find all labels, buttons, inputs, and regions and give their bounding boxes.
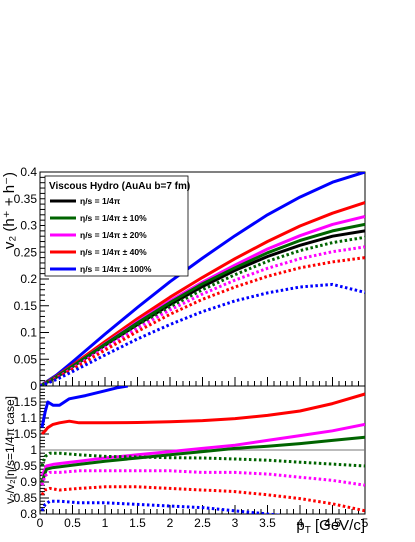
y-tick-label: 1.05 bbox=[14, 427, 38, 441]
legend-entries: η/s = 1/4π η/s = 1/4π ± 10% η/s = 1/4π ± 2… bbox=[50, 196, 152, 274]
series-line bbox=[40, 256, 365, 386]
y-tick-label: 0.1 bbox=[20, 326, 37, 340]
y-tick-label: 0.85 bbox=[14, 491, 38, 505]
y-tick-label: 1.15 bbox=[14, 395, 38, 409]
legend-label: η/s = 1/4π bbox=[80, 196, 121, 206]
bottom-ticks: 0 0.5 1 1.5 2 2.5 3 3.5 4 4.5 5 0.8 0.85 0.9 0.95 1 1.05… bbox=[14, 385, 369, 530]
series-line bbox=[40, 422, 365, 477]
series-line bbox=[40, 435, 365, 483]
top-y-axis-title: v₂ (h⁺ + h⁻) bbox=[1, 172, 18, 249]
series-line bbox=[40, 485, 365, 513]
bottom-series bbox=[40, 386, 365, 514]
top-panel: 0 0.05 0.1 0.15 0.2 0.25 0.3 0.35 0.4 v₂ (h⁺ + h… bbox=[1, 165, 366, 393]
y-tick-label: 0.25 bbox=[14, 245, 38, 259]
y-tick-label: 0.3 bbox=[20, 219, 37, 233]
y-tick-label: 0.9 bbox=[20, 475, 37, 489]
legend: Viscous Hydro (AuAu b=7 fm) η/s = 1/4πη/… bbox=[44, 175, 190, 277]
series-line bbox=[40, 499, 283, 514]
x-tick-label: 1.5 bbox=[129, 516, 146, 530]
top-ticks: 0 0.05 0.1 0.15 0.2 0.25 0.3 0.35 0.4 bbox=[14, 165, 366, 393]
legend-box bbox=[44, 175, 189, 277]
bottom-y-axis-title: v₂/v₂[η/s=1/4π case] bbox=[3, 396, 17, 504]
series-line bbox=[40, 282, 365, 386]
series-line bbox=[40, 222, 365, 386]
series-line bbox=[40, 392, 365, 436]
y-tick-label: 1 bbox=[30, 443, 37, 457]
y-tick-label: 0.05 bbox=[14, 352, 38, 366]
x-tick-label: 3 bbox=[232, 516, 239, 530]
series-line bbox=[40, 469, 365, 487]
y-tick-label: 0.95 bbox=[14, 459, 38, 473]
legend-label: η/s = 1/4π ± 10% bbox=[80, 213, 147, 223]
legend-label: η/s = 1/4π ± 20% bbox=[80, 230, 147, 240]
x-tick-label: 4 bbox=[297, 516, 304, 530]
x-tick-label: 4.5 bbox=[324, 516, 341, 530]
series-line bbox=[40, 245, 365, 386]
series-line bbox=[40, 235, 365, 386]
y-tick-label: 0.35 bbox=[14, 192, 38, 206]
series-line bbox=[40, 451, 365, 468]
x-tick-label: 0.5 bbox=[64, 516, 81, 530]
y-tick-label: 0.8 bbox=[20, 507, 37, 521]
x-tick-label: 3.5 bbox=[259, 516, 276, 530]
x-tick-label: 5 bbox=[362, 516, 369, 530]
x-axis-title: pT [GeV/c] bbox=[296, 517, 365, 536]
bottom-panel: 0 0.5 1 1.5 2 2.5 3 3.5 4 4.5 5 0.8 0.85 0.9 0.95 1 1.05… bbox=[3, 385, 369, 536]
x-tick-label: 2.5 bbox=[194, 516, 211, 530]
series-line bbox=[40, 386, 129, 428]
y-tick-label: 0.4 bbox=[20, 165, 37, 179]
y-tick-label: 0 bbox=[30, 379, 37, 393]
y-tick-label: 0.2 bbox=[20, 272, 37, 286]
y-tick-label: 1.1 bbox=[20, 411, 37, 425]
x-tick-label: 0 bbox=[37, 516, 44, 530]
legend-label: η/s = 1/4π ± 100% bbox=[80, 264, 152, 274]
legend-label: η/s = 1/4π ± 40% bbox=[80, 247, 147, 257]
x-tick-label: 2 bbox=[167, 516, 174, 530]
legend-title: Viscous Hydro (AuAu b=7 fm) bbox=[49, 181, 190, 192]
y-tick-label: 0.15 bbox=[14, 299, 38, 313]
x-tick-label: 1 bbox=[102, 516, 109, 530]
